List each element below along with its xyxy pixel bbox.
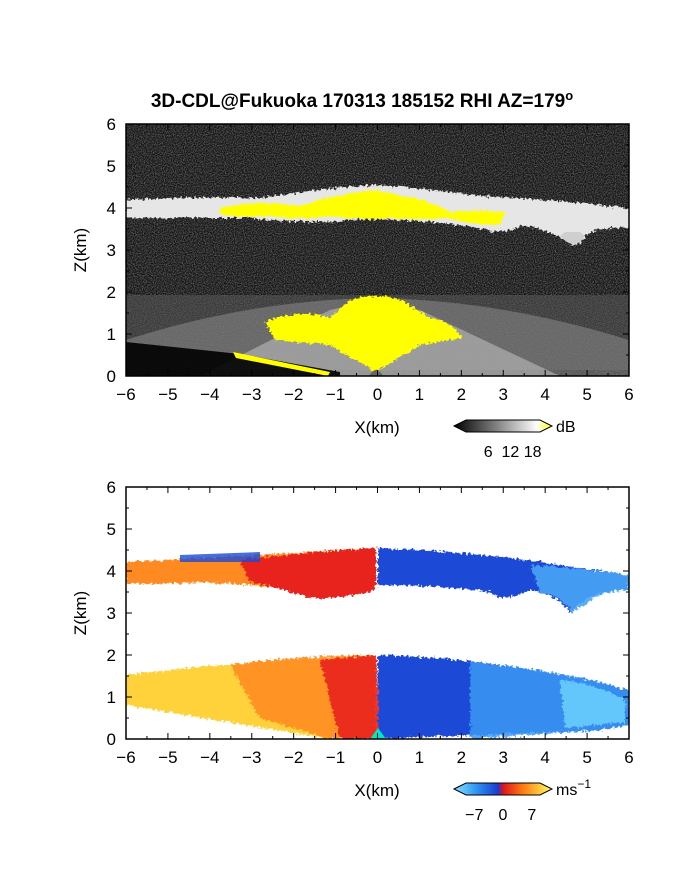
colorbar-tick-label: 7	[527, 807, 536, 824]
backscatter-field	[126, 124, 629, 376]
colorbar-tick-label: −7	[465, 807, 483, 824]
x-tick-label: −1	[326, 748, 345, 767]
colorbar-unit: ms−1	[556, 777, 591, 799]
x-tick-label: 2	[457, 748, 466, 767]
x-tick-label: 5	[582, 748, 591, 767]
x-tick-label: −1	[326, 385, 345, 404]
backscatter-colorbar: dB 6 12 18	[452, 419, 576, 461]
y-tick-label: 4	[107, 199, 116, 218]
x-tick-label: 4	[540, 748, 549, 767]
colorbar-tick-label: 18	[524, 444, 542, 461]
y-axis-label: Z(km)	[71, 591, 90, 635]
y-tick-label: 0	[107, 730, 116, 749]
y-tick-label: 5	[107, 520, 116, 539]
x-tick-label: 0	[373, 748, 382, 767]
y-tick-label: 2	[107, 646, 116, 665]
x-tick-label: −3	[242, 748, 261, 767]
x-tick-label: 1	[415, 748, 424, 767]
x-tick-label: 2	[457, 385, 466, 404]
x-tick-label: 6	[624, 748, 633, 767]
x-axis-label: X(km)	[354, 418, 399, 437]
x-tick-label: −6	[116, 748, 135, 767]
x-tick-label: −5	[158, 385, 177, 404]
colorbar-unit: dB	[556, 419, 576, 436]
colorbar-tick-label: 12	[502, 444, 520, 461]
y-axis: 0 1 2 3 4 5 6	[107, 115, 629, 386]
chart-title: 3D-CDL@Fukuoka 170313 185152 RHI AZ=179o	[151, 88, 573, 112]
x-tick-label: 3	[499, 385, 508, 404]
velocity-colorbar: ms−1 −7 0 7	[452, 777, 591, 824]
x-axis: −6 −5 −4 −3 −2 −1 0 1 2 3 4 5 6	[116, 124, 634, 404]
y-tick-label: 2	[107, 283, 116, 302]
x-tick-label: −6	[116, 385, 135, 404]
y-tick-label: 5	[107, 157, 116, 176]
y-tick-label: 1	[107, 325, 116, 344]
x-tick-label: −4	[200, 385, 219, 404]
y-tick-label: 4	[107, 562, 116, 581]
y-tick-label: 3	[107, 604, 116, 623]
velocity-field	[126, 487, 629, 739]
x-tick-label: 0	[373, 385, 382, 404]
colorbar-tick-label: 0	[499, 807, 508, 824]
y-tick-label: 0	[107, 367, 116, 386]
y-tick-label: 6	[107, 478, 116, 497]
y-axis-label: Z(km)	[71, 228, 90, 272]
x-tick-label: 3	[499, 748, 508, 767]
x-tick-label: −2	[284, 385, 303, 404]
x-tick-label: 6	[624, 385, 633, 404]
y-axis: 0 1 2 3 4 5 6	[107, 478, 629, 749]
colorbar-tick-label: 6	[484, 444, 493, 461]
x-axis-label: X(km)	[354, 781, 399, 800]
y-tick-label: 6	[107, 115, 116, 134]
x-tick-label: −5	[158, 748, 177, 767]
x-axis: −6 −5 −4 −3 −2 −1 0 1 2 3 4 5 6	[116, 487, 634, 767]
x-tick-label: 1	[415, 385, 424, 404]
x-tick-label: 5	[582, 385, 591, 404]
x-tick-label: −2	[284, 748, 303, 767]
y-tick-label: 3	[107, 241, 116, 260]
x-tick-label: −3	[242, 385, 261, 404]
x-tick-label: −4	[200, 748, 219, 767]
y-tick-label: 1	[107, 688, 116, 707]
x-tick-label: 4	[540, 385, 549, 404]
